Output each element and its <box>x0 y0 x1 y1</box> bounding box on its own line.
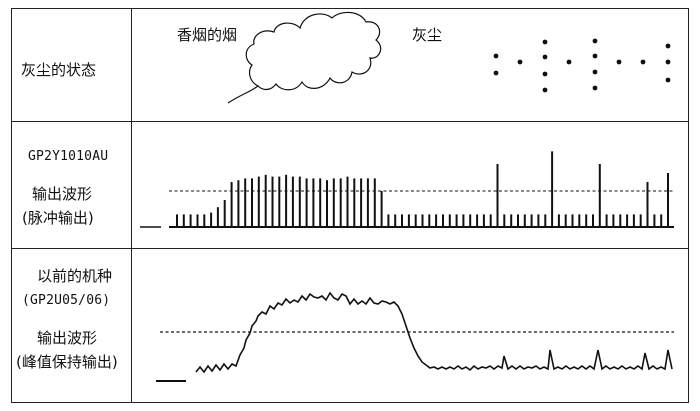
dust-dot <box>542 71 548 77</box>
peak-hold-output-label: (峰值保持输出) <box>16 353 118 371</box>
pulse-waveform <box>140 151 674 228</box>
table-border <box>11 8 689 403</box>
dust-dot <box>592 38 598 44</box>
dust-dot <box>517 59 523 65</box>
output-waveform-label: 输出波形 <box>32 185 93 203</box>
dust-dot <box>542 54 548 60</box>
dust-dot <box>566 59 572 65</box>
peak-hold-trace <box>195 291 673 374</box>
pulse-output-label: (脉冲输出) <box>22 209 94 227</box>
peak-hold-waveform <box>156 291 674 382</box>
smoke-label: 香烟的烟 <box>177 26 238 44</box>
dust-dot <box>665 59 671 65</box>
dust-dot <box>542 39 548 45</box>
dust-dot <box>665 77 671 83</box>
dust-state-label: 灰尘的状态 <box>21 61 97 79</box>
dust-dot <box>640 59 646 65</box>
dust-dot <box>616 59 622 65</box>
dust-dot <box>592 85 598 91</box>
dust-dot <box>493 53 499 59</box>
table-grid <box>11 8 689 403</box>
pulse-bars <box>176 151 669 227</box>
dust-dot <box>665 43 671 49</box>
dust-dot <box>542 87 548 93</box>
dust-label: 灰尘 <box>412 26 443 44</box>
dust-dot <box>592 53 598 59</box>
smoke-cloud-shape <box>227 11 382 104</box>
dust-dot <box>592 69 598 75</box>
previous-model-name: (GP2U05/06) <box>22 293 111 308</box>
dust-dot <box>493 70 499 76</box>
previous-model-label: 以前的机种 <box>37 267 113 285</box>
new-model-name: GP2Y1010AU <box>28 149 109 164</box>
dust-particles <box>493 38 671 93</box>
output-waveform-label-2: 输出波形 <box>37 329 98 347</box>
